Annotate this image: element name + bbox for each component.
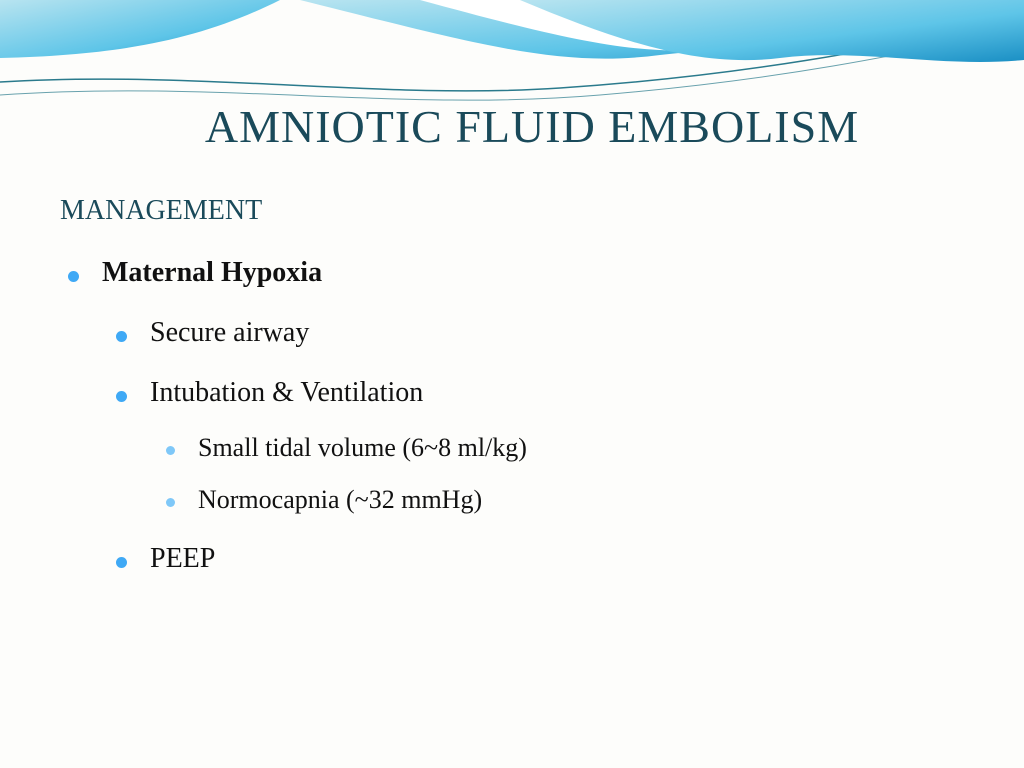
bullet-lvl2-item: PEEP: [102, 543, 964, 575]
slide-content: AMNIOTIC FLUID EMBOLISM MANAGEMENT Mater…: [0, 0, 1024, 575]
bullet-lvl3-text: Small tidal volume (6~8 ml/kg): [198, 433, 527, 462]
bullet-list-lvl2: Secure airway Intubation & Ventilation S…: [102, 317, 964, 575]
bullet-lvl2-text: Intubation & Ventilation: [150, 377, 423, 408]
bullet-lvl2-item: Intubation & Ventilation Small tidal vol…: [102, 377, 964, 515]
bullet-lvl1-text: Maternal Hypoxia: [102, 257, 322, 288]
bullet-lvl2-text: PEEP: [150, 543, 215, 574]
bullet-lvl3-item: Normocapnia (~32 mmHg): [150, 485, 964, 515]
bullet-lvl2-text: Secure airway: [150, 317, 309, 348]
bullet-lvl2-item: Secure airway: [102, 317, 964, 349]
slide-title: AMNIOTIC FLUID EMBOLISM: [100, 100, 964, 153]
bullet-lvl1-item: Maternal Hypoxia Secure airway Intubatio…: [60, 257, 964, 575]
slide-subtitle: MANAGEMENT: [60, 195, 964, 227]
bullet-lvl3-item: Small tidal volume (6~8 ml/kg): [150, 433, 964, 463]
bullet-list-lvl3: Small tidal volume (6~8 ml/kg) Normocapn…: [150, 433, 964, 515]
bullet-list-lvl1: Maternal Hypoxia Secure airway Intubatio…: [60, 257, 964, 575]
bullet-lvl3-text: Normocapnia (~32 mmHg): [198, 485, 482, 514]
